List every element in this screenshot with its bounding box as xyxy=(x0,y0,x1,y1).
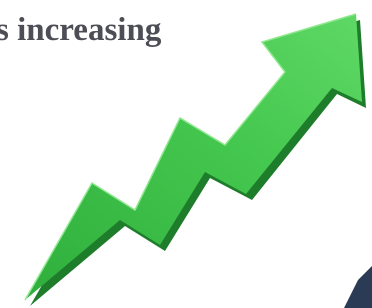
scene: s increasing xyxy=(0,0,372,308)
page: s increasing (() => { const data = JSON.… xyxy=(0,0,372,308)
caption: s increasing xyxy=(0,12,162,48)
